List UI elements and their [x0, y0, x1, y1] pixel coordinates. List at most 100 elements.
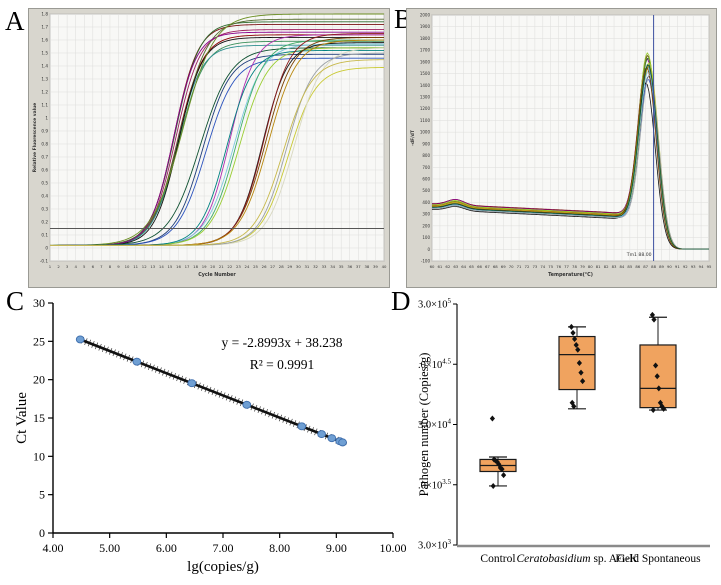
equation-label: y = -2.8993x + 38.238 — [222, 335, 343, 350]
data-point — [242, 400, 252, 409]
category-label: Field Spontaneous — [615, 553, 701, 565]
y-tick-label: 1400 — [420, 83, 431, 88]
y-tick-label: 0.8 — [41, 142, 48, 147]
x-tick-label: 93 — [691, 264, 696, 269]
y-tick-label: 200 — [422, 223, 430, 228]
y-tick-label: 300 — [422, 212, 430, 217]
x-tick-label: 34 — [330, 264, 335, 269]
x-tick-label: 17 — [185, 264, 190, 269]
x-tick-label: 92 — [683, 264, 688, 269]
x-tick-label: 30 — [296, 264, 301, 269]
melting-curve — [431, 67, 709, 250]
data-point — [489, 415, 495, 422]
melting-curves-chart: -100 0 100 200 300 400 500 600 700 800 900 1000 1100… — [406, 8, 717, 288]
y-tick-label: 1700 — [420, 48, 431, 53]
x-tick-label: 16 — [176, 264, 181, 269]
x-tick-label: 36 — [347, 264, 352, 269]
y-tick-label: 30 — [33, 296, 45, 310]
category-label: Control — [480, 553, 515, 565]
x-tick-label: 68 — [493, 264, 498, 269]
data-point — [568, 323, 574, 330]
y-tick-label: 1.4 — [41, 64, 48, 69]
x-tick-label: 86 — [635, 264, 640, 269]
x-tick-label: 38 — [364, 264, 369, 269]
y-axis-label: Pathogen number (Copies/g) — [418, 353, 431, 497]
x-tick-label: 3 — [66, 264, 69, 269]
x-tick-label: 10.00 — [380, 541, 407, 555]
y-tick-label: 0 — [45, 246, 48, 251]
x-tick-label: 61 — [437, 264, 442, 269]
standard-curve-chart: 4.00 5.00 6.00 7.00 8.00 9.00 10.00 0 5 10 15 20 25 3… — [14, 296, 407, 575]
x-tick-label: 77 — [564, 264, 569, 269]
x-tick-label: 33 — [322, 264, 327, 269]
panel-d-letter: D — [391, 286, 411, 316]
x-tick-label: 95 — [707, 264, 712, 269]
x-tick-label: 32 — [313, 264, 318, 269]
x-tick-label: 79 — [580, 264, 585, 269]
x-tick-label: 9 — [117, 264, 120, 269]
data-point — [317, 430, 326, 439]
data-point — [491, 456, 497, 463]
data-point — [187, 379, 197, 388]
data-point — [499, 466, 505, 473]
x-tick-labels: 1 2 3 4 5 6 7 8 9 10 11 12 13 14 15 16 17 18 19 20 21 22 23 24 2… — [49, 264, 387, 269]
y-tick-label: 1500 — [420, 71, 431, 76]
y-tick-label: 3.0×103 — [418, 538, 452, 552]
data-point — [338, 438, 347, 447]
x-tick-label: 71 — [517, 264, 522, 269]
y-tick-label: 1.1 — [41, 103, 48, 108]
y-tick-label: 400 — [422, 200, 430, 205]
x-tick-label: 81 — [596, 264, 601, 269]
y-tick-label: 0.5 — [41, 181, 48, 186]
r-squared-label: R² = 0.9991 — [250, 357, 315, 372]
x-tick-label: 63 — [453, 264, 458, 269]
y-tick-label: 1.6 — [41, 38, 48, 43]
y-tick-label: 3.0×104 — [418, 418, 452, 432]
axis-ticks — [48, 302, 394, 538]
y-tick-label: 1.7 — [41, 25, 48, 30]
x-tick-label: 65 — [469, 264, 474, 269]
x-tick-label: 10 — [125, 264, 130, 269]
x-tick-label: 23 — [236, 264, 241, 269]
x-tick-label: 66 — [477, 264, 482, 269]
data-point — [327, 434, 337, 443]
y-tick-label: 1.5 — [41, 51, 48, 56]
y-tick-labels: -100 0 100 200 300 400 500 600 700 800 900 1000 1100… — [420, 13, 431, 264]
panel-c-letter: C — [6, 286, 25, 316]
y-tick-label: 3.0×103.5 — [418, 478, 452, 492]
y-tick-label: -100 — [421, 259, 431, 264]
y-tick-label: 0.1 — [41, 233, 48, 238]
x-tick-label: 26 — [262, 264, 267, 269]
data-point — [75, 335, 85, 344]
plot-area — [431, 14, 710, 262]
data-point — [490, 482, 496, 489]
category-label: Ceratobasidium sp. AG-K — [516, 553, 638, 565]
y-tick-label: 1.2 — [41, 90, 48, 95]
y-tick-label: 0.2 — [41, 220, 48, 225]
x-tick-label: 83 — [612, 264, 617, 269]
y-tick-label: 3.0×104.5 — [418, 357, 452, 371]
x-tick-label: 1 — [49, 264, 52, 269]
x-tick-label: 6 — [92, 264, 95, 269]
x-tick-label: 24 — [245, 264, 250, 269]
y-tick-label: 800 — [422, 153, 430, 158]
x-tick-label: 80 — [588, 264, 593, 269]
y-tick-label: 700 — [422, 165, 430, 170]
data-point — [573, 341, 579, 348]
x-tick-label: 40 — [382, 264, 387, 269]
y-tick-label: 0.9 — [41, 129, 48, 134]
x-tick-label: 82 — [604, 264, 609, 269]
x-tick-label: 7.00 — [213, 541, 234, 555]
boxplot-chart: 3.0×103 3.0×103.5 3.0×104 3.0×104.5 3.0×105 C… — [418, 297, 710, 565]
x-tick-label: 27 — [270, 264, 275, 269]
y-tick-label: 900 — [422, 141, 430, 146]
x-tick-label: 94 — [699, 264, 704, 269]
y-tick-label: 1900 — [420, 24, 431, 29]
x-tick-label: 21 — [219, 264, 224, 269]
x-tick-label: 25 — [253, 264, 258, 269]
x-tick-label: 8.00 — [269, 541, 290, 555]
y-tick-label: 0 — [427, 247, 430, 252]
x-tick-label: 69 — [501, 264, 506, 269]
